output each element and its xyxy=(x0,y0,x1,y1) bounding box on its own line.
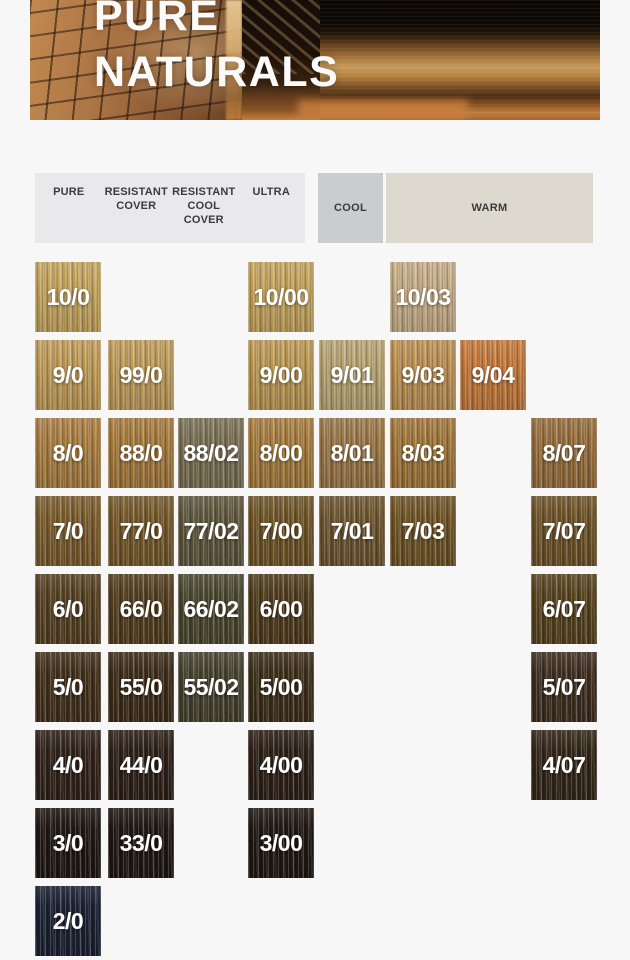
swatch-label: 5/00 xyxy=(259,673,303,700)
swatch-6-0: 6/0 xyxy=(35,574,101,644)
column-header-cool-label: COOL xyxy=(334,202,367,214)
swatch-8-07: 8/07 xyxy=(531,418,597,488)
swatch-10-00: 10/00 xyxy=(248,262,314,332)
swatch-9-04: 9/04 xyxy=(460,340,526,410)
swatch-label: 7/07 xyxy=(542,517,586,544)
swatch-6-00: 6/00 xyxy=(248,574,314,644)
swatch-88-02: 88/02 xyxy=(178,418,244,488)
swatch-3-0: 3/0 xyxy=(35,808,101,878)
banner-photo-light-pillar xyxy=(226,0,242,120)
swatch-label: 9/0 xyxy=(52,361,84,388)
swatch-label: 5/07 xyxy=(542,673,586,700)
swatch-label: 55/0 xyxy=(119,673,163,700)
swatch-10-03: 10/03 xyxy=(390,262,456,332)
swatch-label: 7/03 xyxy=(401,517,445,544)
swatch-label: 6/0 xyxy=(52,595,84,622)
swatch-label: 3/0 xyxy=(52,829,84,856)
column-header-ultra: ULTRA xyxy=(252,186,290,198)
swatch-8-00: 8/00 xyxy=(248,418,314,488)
swatch-label: 5/0 xyxy=(52,673,84,700)
column-header-pure: PURE xyxy=(53,186,85,198)
swatch-label: 6/07 xyxy=(542,595,586,622)
swatch-44-0: 44/0 xyxy=(108,730,174,800)
swatch-88-0: 88/0 xyxy=(108,418,174,488)
swatch-9-0: 9/0 xyxy=(35,340,101,410)
column-header-cool: COOL xyxy=(318,173,383,243)
swatch-99-0: 99/0 xyxy=(108,340,174,410)
swatch-5-00: 5/00 xyxy=(248,652,314,722)
swatch-7-01: 7/01 xyxy=(319,496,385,566)
swatch-label: 6/00 xyxy=(259,595,303,622)
swatch-7-03: 7/03 xyxy=(390,496,456,566)
swatch-8-03: 8/03 xyxy=(390,418,456,488)
swatch-4-0: 4/0 xyxy=(35,730,101,800)
banner-photo-bottom-glow xyxy=(298,100,468,120)
swatch-label: 99/0 xyxy=(119,361,163,388)
swatch-label: 7/00 xyxy=(259,517,303,544)
swatch-9-01: 9/01 xyxy=(319,340,385,410)
swatch-label: 8/0 xyxy=(52,439,84,466)
swatch-2-0: 2/0 xyxy=(35,886,101,956)
swatch-label: 4/00 xyxy=(259,751,303,778)
swatch-label: 77/02 xyxy=(183,517,239,544)
swatch-label: 44/0 xyxy=(119,751,163,778)
column-header-resistant-cover: RESISTANT COVER xyxy=(104,186,168,212)
swatch-55-0: 55/0 xyxy=(108,652,174,722)
swatch-6-07: 6/07 xyxy=(531,574,597,644)
swatch-7-00: 7/00 xyxy=(248,496,314,566)
banner-title-line1: PURE xyxy=(94,0,220,40)
swatch-label: 8/00 xyxy=(259,439,303,466)
swatch-label: 9/01 xyxy=(330,361,374,388)
column-header-warm: WARM xyxy=(386,173,593,243)
swatch-label: 3/00 xyxy=(259,829,303,856)
column-header-group-natural: PURE RESISTANT COVER RESISTANT COOL COVER U… xyxy=(35,173,305,243)
swatch-label: 88/02 xyxy=(183,439,239,466)
swatch-8-01: 8/01 xyxy=(319,418,385,488)
swatch-5-0: 5/0 xyxy=(35,652,101,722)
column-header-warm-label: WARM xyxy=(471,202,508,214)
swatch-8-0: 8/0 xyxy=(35,418,101,488)
swatch-label: 9/00 xyxy=(259,361,303,388)
swatch-label: 9/03 xyxy=(401,361,445,388)
swatch-66-0: 66/0 xyxy=(108,574,174,644)
column-header-resistant-cool-cover: RESISTANT COOL COVER xyxy=(172,186,236,226)
banner-photo-dark-structure xyxy=(242,0,322,120)
swatch-label: 2/0 xyxy=(52,907,84,934)
swatch-label: 8/03 xyxy=(401,439,445,466)
swatch-label: 4/0 xyxy=(52,751,84,778)
swatch-label: 10/0 xyxy=(46,283,90,310)
swatch-label: 7/0 xyxy=(52,517,84,544)
swatch-7-07: 7/07 xyxy=(531,496,597,566)
swatch-label: 4/07 xyxy=(542,751,586,778)
swatch-3-00: 3/00 xyxy=(248,808,314,878)
banner-photo: PURE NATURALS xyxy=(30,0,600,120)
swatch-label: 8/07 xyxy=(542,439,586,466)
swatch-label: 66/02 xyxy=(183,595,239,622)
swatch-label: 10/00 xyxy=(253,283,309,310)
swatch-55-02: 55/02 xyxy=(178,652,244,722)
swatch-4-00: 4/00 xyxy=(248,730,314,800)
swatch-66-02: 66/02 xyxy=(178,574,244,644)
swatch-7-0: 7/0 xyxy=(35,496,101,566)
swatch-label: 88/0 xyxy=(119,439,163,466)
swatch-5-07: 5/07 xyxy=(531,652,597,722)
swatch-77-02: 77/02 xyxy=(178,496,244,566)
swatch-33-0: 33/0 xyxy=(108,808,174,878)
swatch-label: 8/01 xyxy=(330,439,374,466)
swatch-4-07: 4/07 xyxy=(531,730,597,800)
swatch-label: 55/02 xyxy=(183,673,239,700)
swatch-9-00: 9/00 xyxy=(248,340,314,410)
swatch-label: 33/0 xyxy=(119,829,163,856)
swatch-label: 9/04 xyxy=(471,361,515,388)
banner-title: PURE NATURALS xyxy=(94,0,339,100)
swatch-9-03: 9/03 xyxy=(390,340,456,410)
swatch-label: 10/03 xyxy=(395,283,451,310)
swatch-label: 77/0 xyxy=(119,517,163,544)
swatch-label: 7/01 xyxy=(330,517,374,544)
swatch-label: 66/0 xyxy=(119,595,163,622)
banner-title-line2: NATURALS xyxy=(94,48,340,96)
swatch-10-0: 10/0 xyxy=(35,262,101,332)
swatch-77-0: 77/0 xyxy=(108,496,174,566)
